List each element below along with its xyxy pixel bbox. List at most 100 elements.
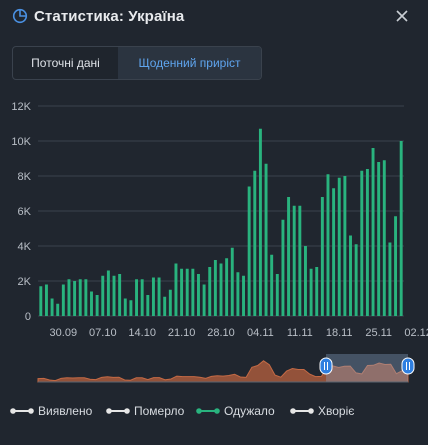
bar — [78, 279, 82, 316]
close-icon[interactable] — [394, 8, 410, 24]
bar — [253, 170, 257, 316]
y-tick-label: 10K — [11, 136, 31, 148]
legend-label: Померло — [134, 404, 185, 418]
bar — [281, 219, 285, 316]
tab-bar: Поточні дані Щоденний приріст — [12, 46, 262, 80]
legend-item-died[interactable]: Померло — [106, 404, 184, 418]
bar — [219, 263, 223, 316]
bar — [236, 272, 240, 316]
pie-chart-icon — [12, 8, 28, 24]
x-tick-label: 25.11 — [365, 327, 392, 339]
legend-line-icon — [10, 406, 34, 416]
bar — [157, 277, 161, 316]
bar — [151, 277, 155, 316]
bar — [163, 296, 167, 316]
bar — [84, 279, 88, 316]
legend-line-icon — [196, 406, 220, 416]
legend-label: Виявлено — [38, 404, 93, 418]
bar — [304, 246, 307, 316]
bar — [180, 268, 184, 316]
title-bar: Статистика: Україна — [0, 0, 428, 34]
x-tick-label: 07.10 — [89, 327, 117, 339]
bar — [197, 274, 200, 316]
navigator-selection[interactable] — [326, 354, 408, 382]
bar — [146, 295, 150, 316]
bar — [315, 267, 319, 316]
x-tick-label: 14.10 — [128, 327, 156, 339]
tab-daily-increase[interactable]: Щоденний приріст — [118, 47, 261, 79]
x-tick-label: 21.10 — [168, 327, 196, 339]
bar — [56, 303, 60, 316]
bar — [118, 274, 122, 316]
bar — [343, 176, 347, 316]
x-tick-label: 18.11 — [326, 327, 353, 339]
bar — [174, 263, 178, 316]
bar — [191, 268, 195, 316]
legend-line-icon — [106, 406, 130, 416]
bar — [225, 258, 229, 316]
bar — [50, 298, 54, 316]
bar — [349, 235, 352, 316]
bar — [247, 186, 251, 316]
bar — [90, 291, 93, 316]
bar — [208, 267, 212, 316]
bar — [270, 254, 274, 316]
bar — [73, 281, 77, 316]
bar — [95, 295, 99, 316]
bar — [258, 128, 262, 316]
bar — [354, 244, 358, 316]
bar — [371, 148, 375, 316]
legend-item-sick[interactable]: Хворіє — [290, 404, 354, 418]
bar — [67, 279, 71, 316]
daily-increase-chart: 0 2K 4K 6K 8K 10K 12K 30.09 07.10 14.10 21.10 28.10… — [11, 101, 428, 383]
y-tick-label: 2K — [18, 276, 32, 288]
bar — [382, 160, 386, 316]
legend-label: Одужало — [224, 404, 275, 418]
legend-line-icon — [290, 406, 314, 416]
legend-item-detected[interactable]: Виявлено — [10, 404, 92, 418]
bar — [202, 284, 206, 316]
legend-label: Хворіє — [318, 404, 355, 418]
bar — [168, 289, 172, 316]
bar — [185, 268, 189, 316]
window-title: Статистика: Україна — [34, 8, 185, 25]
y-tick-label: 12K — [11, 101, 31, 113]
bar — [394, 216, 398, 316]
navigator-left-handle[interactable] — [319, 357, 333, 375]
bar — [101, 275, 105, 316]
bar — [309, 268, 313, 316]
x-tick-label: 04.11 — [247, 327, 274, 339]
bar — [242, 275, 245, 316]
bar — [377, 162, 381, 316]
navigator-right-handle[interactable] — [401, 357, 415, 375]
y-tick-label: 0 — [25, 311, 31, 323]
x-tick-label: 11.11 — [287, 327, 313, 339]
x-tick-label: 30.09 — [50, 327, 78, 339]
tab-current-data[interactable]: Поточні дані — [31, 56, 100, 70]
navigator-series — [37, 360, 409, 383]
bar — [123, 298, 127, 316]
bar — [399, 141, 403, 316]
bar — [106, 270, 110, 316]
bar — [287, 197, 291, 316]
bar — [332, 188, 336, 316]
bar — [135, 279, 138, 316]
bar — [61, 284, 65, 316]
bar — [140, 279, 144, 316]
bar — [44, 284, 48, 316]
bar — [365, 169, 369, 316]
x-tick-label: 02.12 — [404, 327, 428, 339]
bar — [326, 174, 330, 316]
bar — [298, 205, 302, 316]
bar — [337, 177, 341, 316]
bar — [275, 274, 279, 316]
bar — [388, 242, 392, 316]
bar — [112, 275, 116, 316]
legend-item-recovered[interactable]: Одужало — [196, 404, 275, 418]
y-tick-label: 8K — [18, 171, 32, 183]
bar — [39, 286, 43, 316]
chart-legend: Виявлено Померло Одужало Хворіє — [10, 404, 420, 424]
y-tick-label: 4K — [18, 241, 32, 253]
bar — [129, 300, 133, 316]
bar — [230, 247, 234, 316]
